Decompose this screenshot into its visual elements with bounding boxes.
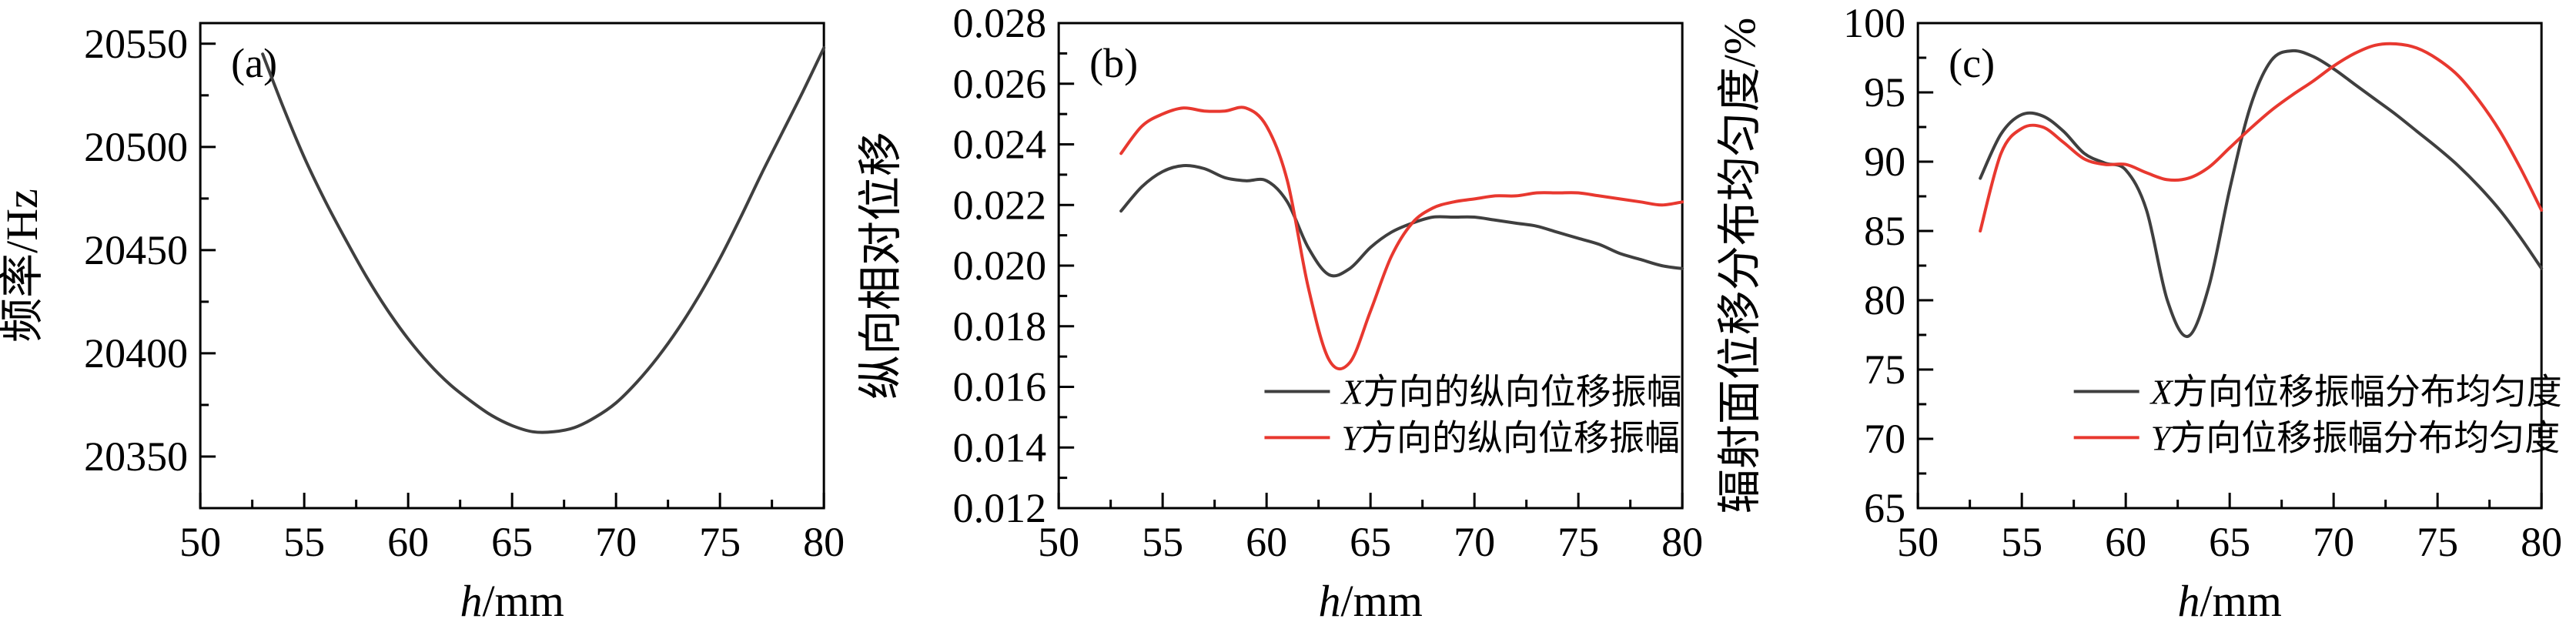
panel-b: 50 55 60 65 70 75 80 0.012 0.014 0.016 0.018 0.020 0… — [858, 0, 1717, 629]
series-line — [1119, 163, 1684, 278]
y-tick-label: 0.026 — [953, 61, 1047, 107]
y-tick-label: 0.024 — [953, 122, 1047, 168]
legend-entry-label: Y方向位移振幅分布均匀度 — [2150, 418, 2560, 457]
panel-c: 50 55 60 65 70 75 80 65 70 75 80 85 90 95 100 (c) 辐射面位移分… — [1718, 0, 2576, 629]
series-line — [261, 46, 826, 434]
chart-root-(b): 50 55 60 65 70 75 80 0.012 0.014 0.016 0.018 0.020 0… — [858, 0, 1703, 626]
y-tick-label: 70 — [1864, 416, 1905, 462]
x-tick-label: 80 — [803, 519, 845, 565]
legend-entry-label: X方向的纵向位移振幅 — [1340, 373, 1682, 412]
chart-root-(a): 50 55 60 65 70 75 80 20350 20400 20450 20500 20550 (… — [0, 21, 845, 626]
chart-frequency-vs-h: 50 55 60 65 70 75 80 20350 20400 20450 20500 20550 (… — [0, 21, 845, 626]
x-tick-label: 65 — [1350, 519, 1391, 565]
y-tick-label: 85 — [1864, 208, 1905, 254]
y-tick-label: 20450 — [84, 227, 188, 273]
y-axis-label: 辐射面位移分布均匀度/% — [1718, 18, 1765, 514]
y-tick-label: 20500 — [84, 124, 188, 170]
y-tick-label: 0.012 — [953, 485, 1047, 531]
y-tick-label: 0.016 — [953, 364, 1047, 410]
y-tick-label: 0.018 — [953, 303, 1047, 350]
y-tick-label: 20550 — [84, 21, 188, 67]
x-tick-label: 80 — [2521, 519, 2562, 565]
y-tick-label: 0.020 — [953, 243, 1047, 289]
plot-frame — [199, 22, 825, 510]
panel-letter: (b) — [1089, 40, 1138, 86]
legend-entry-label: Y方向的纵向位移振幅 — [1342, 418, 1681, 457]
panel-a: 50 55 60 65 70 75 80 20350 20400 20450 20500 20550 (… — [0, 0, 858, 629]
y-tick-label: 100 — [1843, 0, 1905, 46]
x-tick-label: 60 — [2105, 519, 2146, 565]
y-tick-label: 65 — [1864, 485, 1905, 531]
x-tick-label: 70 — [595, 519, 637, 565]
y-tick-label: 0.022 — [953, 182, 1047, 228]
y-axis-label: 频率/Hz — [0, 189, 47, 343]
x-axis-label: h/mm — [2177, 576, 2281, 626]
chart-longitudinal-displacement-vs-h: 50 55 60 65 70 75 80 0.012 0.014 0.016 0.018 0.020 0… — [858, 0, 1703, 626]
legend-entry-label: X方向位移振幅分布均匀度 — [2149, 373, 2561, 412]
series-line — [1978, 49, 2543, 338]
x-tick-label: 70 — [2313, 519, 2354, 565]
y-tick-label: 90 — [1864, 139, 1905, 185]
chart-root-(c): 50 55 60 65 70 75 80 65 70 75 80 85 90 95 100 (c) 辐射面位移分… — [1718, 0, 2562, 626]
x-tick-label: 55 — [2001, 519, 2042, 565]
series-line — [1978, 42, 2543, 233]
y-tick-label: 80 — [1864, 277, 1905, 323]
x-tick-label: 60 — [387, 519, 429, 565]
x-tick-label: 55 — [283, 519, 325, 565]
x-tick-label: 65 — [491, 519, 533, 565]
chart-uniformity-vs-h: 50 55 60 65 70 75 80 65 70 75 80 85 90 95 100 (c) 辐射面位移分… — [1718, 0, 2562, 626]
x-tick-label: 75 — [699, 519, 741, 565]
panel-letter: (a) — [231, 40, 277, 86]
x-tick-label: 75 — [1557, 519, 1599, 565]
panel-letter: (c) — [1949, 40, 1995, 86]
y-tick-label: 75 — [1864, 346, 1905, 393]
x-axis-label: h/mm — [1319, 576, 1423, 626]
x-tick-label: 50 — [1897, 519, 1939, 565]
x-tick-label: 50 — [1038, 519, 1079, 565]
y-tick-label: 0.028 — [953, 0, 1047, 46]
y-tick-label: 95 — [1864, 69, 1905, 115]
y-axis-label: 纵向相对位移 — [858, 132, 905, 400]
x-tick-label: 70 — [1454, 519, 1495, 565]
x-tick-label: 50 — [179, 519, 221, 565]
x-tick-label: 80 — [1661, 519, 1703, 565]
x-tick-label: 65 — [2209, 519, 2250, 565]
x-axis-label: h/mm — [460, 576, 564, 626]
y-tick-label: 20350 — [84, 433, 188, 480]
x-tick-label: 75 — [2417, 519, 2458, 565]
x-tick-label: 60 — [1246, 519, 1287, 565]
series-line — [1119, 105, 1684, 371]
y-tick-label: 0.014 — [953, 424, 1047, 470]
legend: X方向的纵向位移振幅 Y方向的纵向位移振幅 — [1264, 373, 1682, 457]
x-tick-label: 55 — [1142, 519, 1183, 565]
legend: X方向位移振幅分布均匀度 Y方向位移振幅分布均匀度 — [2073, 373, 2561, 457]
y-tick-label: 20400 — [84, 330, 188, 376]
